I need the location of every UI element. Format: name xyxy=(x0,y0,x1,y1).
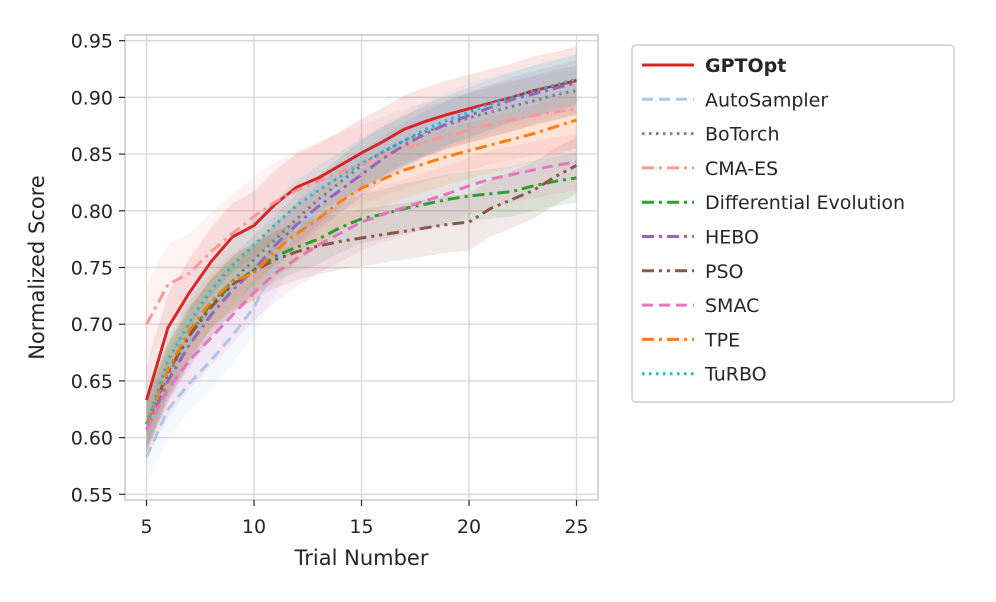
y-tick-label: 0.95 xyxy=(71,31,113,53)
legend-label: TuRBO xyxy=(704,364,767,386)
legend-label: CMA-ES xyxy=(705,158,778,180)
confidence-band xyxy=(146,152,577,449)
x-tick-label: 25 xyxy=(564,516,588,538)
legend-frame xyxy=(631,44,955,403)
y-axis-label: Normalized Score xyxy=(25,175,49,360)
axis-ticks: 5 10 15 20 25 0.55 0.60 0.65 0.70 0.75 0.80 0.85 0.9… xyxy=(71,31,589,538)
y-tick-label: 0.90 xyxy=(71,87,113,109)
legend: GPTOpt AutoSampler BoTorch CMA-ES Differenti… xyxy=(631,44,955,403)
legend-label: AutoSampler xyxy=(705,89,828,111)
x-tick-label: 15 xyxy=(349,516,373,538)
legend-label: HEBO xyxy=(705,227,759,249)
confidence-band xyxy=(146,59,577,453)
series-line xyxy=(145,89,577,425)
series-line xyxy=(145,82,577,458)
series-line xyxy=(145,107,577,325)
confidence-band xyxy=(146,137,577,453)
series-lines xyxy=(145,77,578,458)
x-tick-label: 20 xyxy=(457,516,481,538)
confidence-band xyxy=(146,69,577,364)
legend-label: Differential Evolution xyxy=(705,192,905,214)
y-tick-label: 0.55 xyxy=(71,484,113,506)
series-line xyxy=(145,81,577,431)
x-tick-label: 5 xyxy=(140,516,152,538)
y-tick-label: 0.70 xyxy=(71,314,113,336)
series-line xyxy=(145,176,577,425)
series-line xyxy=(145,164,578,425)
series-line xyxy=(145,118,577,425)
confidence-band xyxy=(146,55,577,486)
x-tick-label: 10 xyxy=(242,516,266,538)
series-line xyxy=(145,160,577,431)
y-tick-label: 0.85 xyxy=(71,144,113,166)
confidence-band xyxy=(146,133,577,459)
confidence-band xyxy=(146,46,577,435)
y-tick-label: 0.65 xyxy=(71,371,113,393)
y-tick-label: 0.80 xyxy=(71,201,113,223)
legend-label: GPTOpt xyxy=(705,55,786,77)
legend-label: SMAC xyxy=(705,295,759,317)
grid-lines xyxy=(125,35,598,500)
x-axis-label: Trial Number xyxy=(294,546,429,570)
y-tick-label: 0.75 xyxy=(71,258,113,280)
confidence-band xyxy=(146,65,577,449)
legend-label: BoTorch xyxy=(705,124,780,146)
series-line xyxy=(145,77,577,425)
legend-label: TPE xyxy=(704,329,740,351)
legend-label: PSO xyxy=(705,261,743,283)
y-tick-label: 0.60 xyxy=(71,428,113,450)
